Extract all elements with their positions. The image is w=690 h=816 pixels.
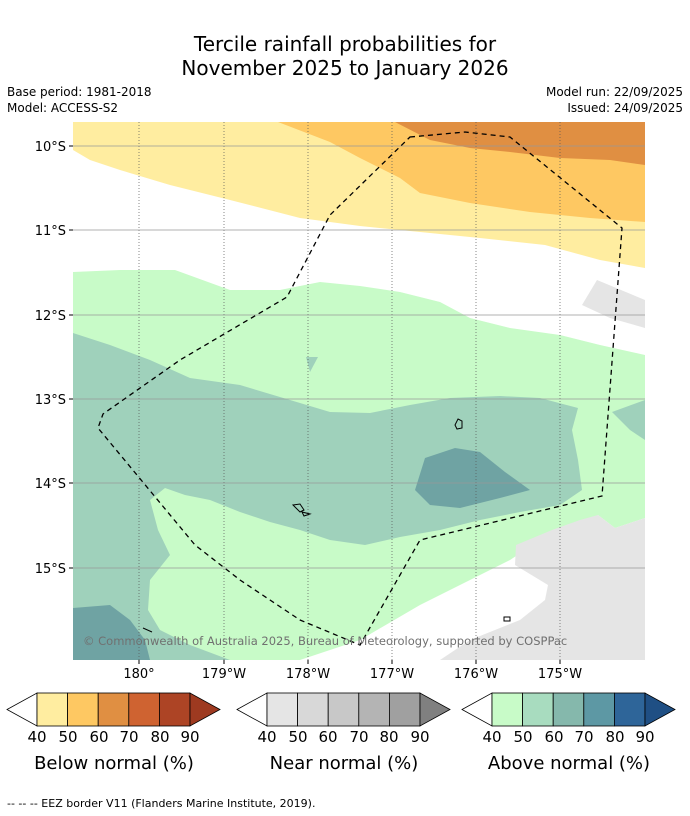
island-outline: [142, 627, 153, 633]
lat-label: 10°S: [35, 140, 66, 155]
island-outline: [503, 616, 511, 622]
near-tick: 80: [379, 728, 399, 746]
axis-ticks: [69, 145, 561, 664]
below-colorbar-segment: [97, 692, 130, 727]
near-colorbar-segment: [266, 692, 299, 727]
below-tick: 40: [27, 728, 47, 746]
above-colorbar-segment: [522, 692, 554, 727]
near-colorbar-low-extend: [236, 692, 268, 727]
below-normal-label: Below normal (%): [34, 753, 194, 774]
above-normal-50-east-region: [612, 400, 645, 440]
title-line-2: November 2025 to January 2026: [181, 56, 509, 80]
below-tick: 70: [119, 728, 139, 746]
near-normal-label: Near normal (%): [269, 753, 419, 774]
below-colorbar-segment: [67, 692, 99, 727]
below-colorbar-segment: [128, 692, 160, 727]
near-normal-40-north-region: [582, 280, 645, 328]
above-normal-60-west-region: [73, 605, 150, 660]
above-colorbar-segment: [614, 692, 646, 727]
island-outline: [454, 418, 463, 430]
eez-border: [97, 131, 623, 646]
eez-footnote: -- -- -- EEZ border V11 (Flanders Marine…: [7, 797, 316, 810]
title-line-1: Tercile rainfall probabilities for: [193, 32, 497, 56]
above-normal-label: Above normal (%): [487, 753, 651, 774]
above-normal-50-region: [73, 333, 582, 660]
below-colorbar-high-extend: [189, 692, 221, 727]
above-tick: 80: [605, 728, 625, 746]
lon-label: 177°W: [370, 667, 414, 682]
below-colorbar-segment: [158, 692, 191, 727]
below-tick: 80: [150, 728, 170, 746]
above-colorbar-segment: [491, 692, 524, 727]
model-run: Model run: 22/09/2025: [545, 85, 683, 99]
above-normal-colorbar: [461, 692, 676, 727]
near-tick: 50: [288, 728, 308, 746]
below-tick: 50: [58, 728, 78, 746]
near-colorbar-high-extend: [419, 692, 451, 727]
near-tick: 40: [257, 728, 277, 746]
model-name: Model: ACCESS-S2: [7, 101, 119, 115]
lon-label: 178°W: [286, 667, 330, 682]
near-colorbar-segment: [388, 692, 421, 727]
near-normal-colorbar: [236, 692, 451, 727]
lon-label: 179°W: [202, 667, 246, 682]
lat-label: 14°S: [35, 477, 66, 492]
lat-label: 15°S: [35, 562, 66, 577]
base-period: Base period: 1981-2018: [7, 85, 152, 99]
below-colorbar-segment: [36, 692, 69, 727]
near-colorbar-segment: [327, 692, 360, 727]
island-outline: [291, 503, 305, 513]
near-colorbar-segment: [358, 692, 390, 727]
above-tick: 40: [482, 728, 502, 746]
latitude-axis: 10°S 11°S 12°S 13°S 14°S 15°S: [35, 140, 66, 577]
latitude-gridlines: [73, 145, 645, 569]
map-plot-area: © Commonwealth of Australia 2025, Bureau…: [73, 122, 645, 660]
near-tick: 70: [349, 728, 369, 746]
above-colorbar-high-extend: [644, 692, 676, 727]
above-colorbar-low-extend: [461, 692, 493, 727]
above-tick: 50: [513, 728, 533, 746]
near-colorbar-segment: [297, 692, 329, 727]
above-tick: 90: [635, 728, 655, 746]
below-colorbar-low-extend: [6, 692, 38, 727]
issued-date: Issued: 24/09/2025: [567, 101, 683, 115]
above-colorbar-segment: [552, 692, 585, 727]
above-tick: 60: [544, 728, 564, 746]
near-tick: 60: [318, 728, 338, 746]
lon-label: 176°W: [454, 667, 498, 682]
copyright-notice: © Commonwealth of Australia 2025, Bureau…: [83, 634, 567, 648]
below-normal-colorbar: [6, 692, 221, 727]
lat-label: 12°S: [35, 309, 66, 324]
near-normal-tiny-patch: [306, 357, 318, 372]
lat-label: 13°S: [35, 393, 66, 408]
below-tick: 90: [180, 728, 200, 746]
lon-label: 180°: [123, 667, 154, 682]
longitude-axis: 180° 179°W 178°W 177°W 176°W 175°W: [123, 667, 582, 682]
island-outline: [301, 511, 312, 517]
above-tick: 70: [574, 728, 594, 746]
below-tick: 60: [89, 728, 109, 746]
near-normal-40-region: [440, 515, 645, 660]
near-tick: 90: [410, 728, 430, 746]
above-normal-60-region: [415, 448, 530, 508]
lon-label: 175°W: [538, 667, 582, 682]
above-colorbar-segment: [583, 692, 615, 727]
lat-label: 11°S: [35, 224, 66, 239]
